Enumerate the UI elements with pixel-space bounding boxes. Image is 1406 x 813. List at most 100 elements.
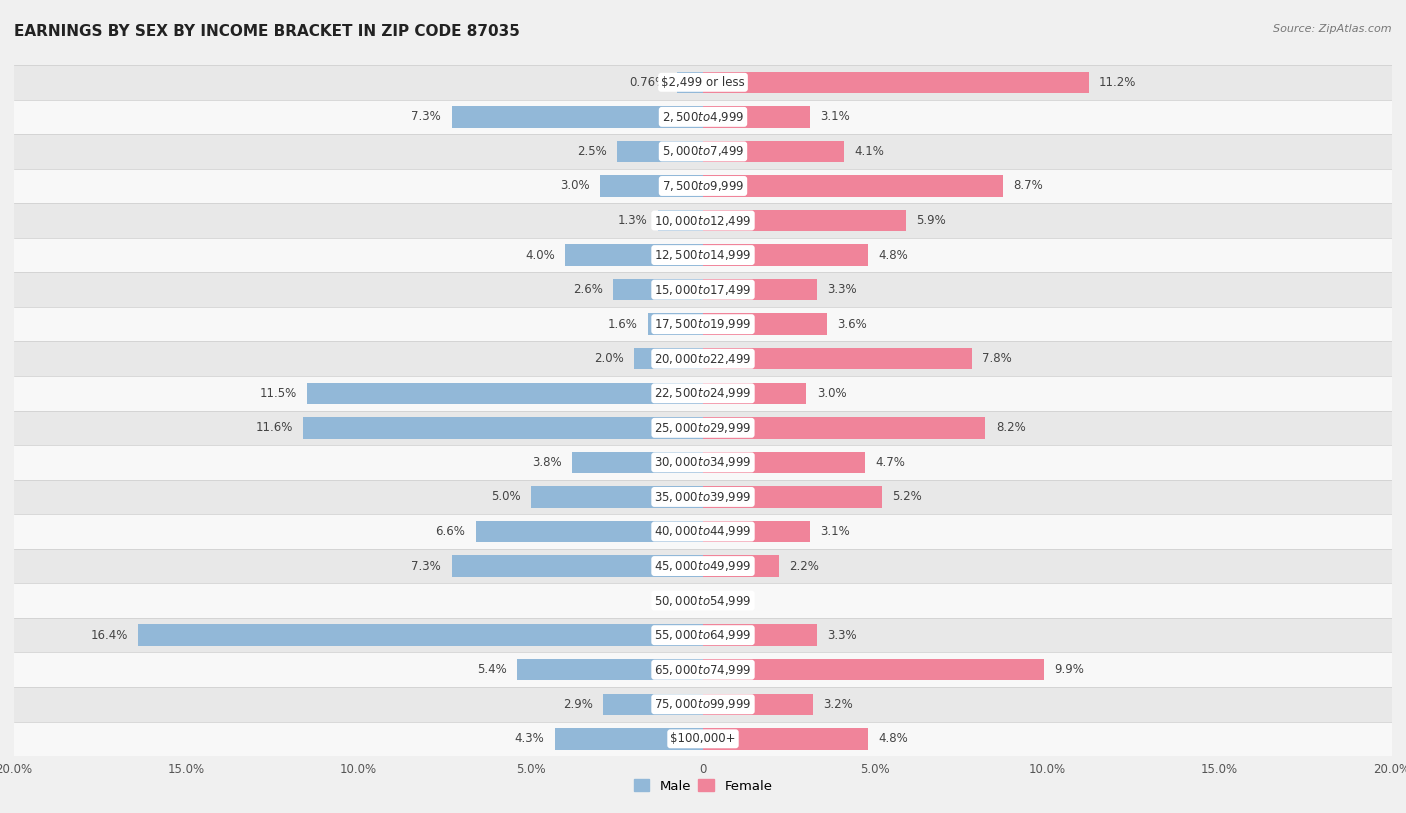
Bar (703, 348, 972, 369)
Text: 0.76%: 0.76% (630, 76, 666, 89)
Text: 6.6%: 6.6% (436, 525, 465, 538)
Text: 11.6%: 11.6% (256, 421, 292, 434)
Text: $2,499 or less: $2,499 or less (661, 76, 745, 89)
Text: $22,500 to $24,999: $22,500 to $24,999 (654, 386, 752, 400)
Text: 16.4%: 16.4% (90, 628, 128, 641)
Bar (603, 693, 703, 715)
Text: 7.3%: 7.3% (412, 559, 441, 572)
Text: 3.0%: 3.0% (560, 180, 589, 193)
Text: 7.3%: 7.3% (412, 111, 441, 124)
Bar (14, 307, 1392, 341)
Bar (451, 555, 703, 576)
Text: 3.3%: 3.3% (827, 628, 856, 641)
Bar (703, 245, 869, 266)
Bar (14, 652, 1392, 687)
Bar (531, 486, 703, 507)
Bar (14, 446, 1392, 480)
Bar (703, 659, 1045, 680)
Text: 3.0%: 3.0% (817, 387, 846, 400)
Bar (14, 237, 1392, 272)
Text: 2.2%: 2.2% (789, 559, 818, 572)
Text: $2,500 to $4,999: $2,500 to $4,999 (662, 110, 744, 124)
Bar (14, 515, 1392, 549)
Bar (14, 99, 1392, 134)
Bar (703, 555, 779, 576)
Text: 5.4%: 5.4% (477, 663, 506, 676)
Bar (14, 203, 1392, 237)
Text: 4.8%: 4.8% (879, 249, 908, 262)
Text: $55,000 to $64,999: $55,000 to $64,999 (654, 628, 752, 642)
Bar (676, 72, 703, 93)
Text: 5.2%: 5.2% (893, 490, 922, 503)
Text: 3.3%: 3.3% (827, 283, 856, 296)
Bar (634, 348, 703, 369)
Bar (475, 521, 703, 542)
Bar (703, 107, 810, 128)
Bar (14, 341, 1392, 376)
Text: 1.6%: 1.6% (607, 318, 637, 331)
Bar (555, 728, 703, 750)
Text: $20,000 to $22,499: $20,000 to $22,499 (654, 352, 752, 366)
Bar (703, 693, 813, 715)
Bar (14, 65, 1392, 99)
Text: $100,000+: $100,000+ (671, 733, 735, 746)
Text: $35,000 to $39,999: $35,000 to $39,999 (654, 490, 752, 504)
Text: $15,000 to $17,499: $15,000 to $17,499 (654, 283, 752, 297)
Bar (14, 618, 1392, 652)
Text: 4.7%: 4.7% (875, 456, 905, 469)
Text: $7,500 to $9,999: $7,500 to $9,999 (662, 179, 744, 193)
Bar (14, 480, 1392, 515)
Bar (599, 176, 703, 197)
Text: $40,000 to $44,999: $40,000 to $44,999 (654, 524, 752, 538)
Bar (613, 279, 703, 300)
Bar (304, 417, 703, 438)
Bar (703, 728, 869, 750)
Bar (14, 722, 1392, 756)
Bar (617, 141, 703, 162)
Bar (14, 687, 1392, 722)
Bar (307, 383, 703, 404)
Text: 8.2%: 8.2% (995, 421, 1025, 434)
Bar (14, 411, 1392, 446)
Text: 7.8%: 7.8% (981, 352, 1012, 365)
Text: $25,000 to $29,999: $25,000 to $29,999 (654, 421, 752, 435)
Text: $45,000 to $49,999: $45,000 to $49,999 (654, 559, 752, 573)
Bar (648, 314, 703, 335)
Text: 4.0%: 4.0% (524, 249, 555, 262)
Text: $10,000 to $12,499: $10,000 to $12,499 (654, 214, 752, 228)
Text: 2.5%: 2.5% (576, 145, 606, 158)
Text: $75,000 to $99,999: $75,000 to $99,999 (654, 698, 752, 711)
Bar (703, 176, 1002, 197)
Text: 8.7%: 8.7% (1012, 180, 1043, 193)
Bar (14, 169, 1392, 203)
Text: 2.0%: 2.0% (593, 352, 624, 365)
Bar (703, 210, 907, 231)
Text: 3.2%: 3.2% (824, 698, 853, 711)
Text: 9.9%: 9.9% (1054, 663, 1084, 676)
Text: 4.3%: 4.3% (515, 733, 544, 746)
Bar (451, 107, 703, 128)
Text: EARNINGS BY SEX BY INCOME BRACKET IN ZIP CODE 87035: EARNINGS BY SEX BY INCOME BRACKET IN ZIP… (14, 24, 520, 39)
Text: 0.0%: 0.0% (664, 594, 693, 607)
Text: $5,000 to $7,499: $5,000 to $7,499 (662, 145, 744, 159)
Text: 3.1%: 3.1% (820, 111, 849, 124)
Text: 1.3%: 1.3% (619, 214, 648, 227)
Bar (703, 314, 827, 335)
Bar (703, 279, 817, 300)
Bar (703, 452, 865, 473)
Legend: Male, Female: Male, Female (628, 774, 778, 798)
Text: 4.1%: 4.1% (855, 145, 884, 158)
Text: $30,000 to $34,999: $30,000 to $34,999 (654, 455, 752, 469)
Text: 2.9%: 2.9% (562, 698, 593, 711)
Bar (703, 624, 817, 646)
Text: $50,000 to $54,999: $50,000 to $54,999 (654, 593, 752, 607)
Text: 5.9%: 5.9% (917, 214, 946, 227)
Text: Source: ZipAtlas.com: Source: ZipAtlas.com (1274, 24, 1392, 34)
Text: 11.5%: 11.5% (259, 387, 297, 400)
Bar (138, 624, 703, 646)
Bar (14, 584, 1392, 618)
Text: 0.0%: 0.0% (713, 594, 742, 607)
Bar (703, 521, 810, 542)
Bar (517, 659, 703, 680)
Text: $17,500 to $19,999: $17,500 to $19,999 (654, 317, 752, 331)
